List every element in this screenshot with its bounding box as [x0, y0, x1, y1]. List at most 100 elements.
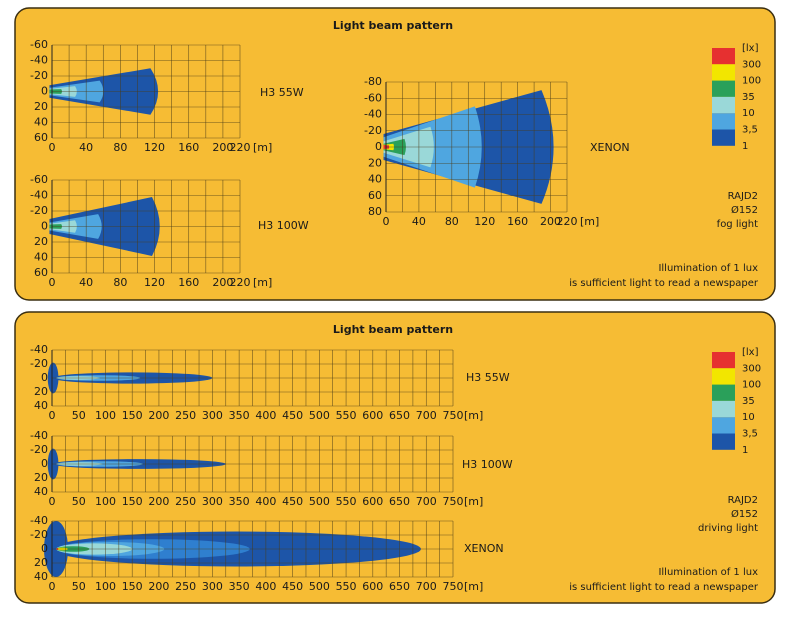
- legend-level: 300: [742, 59, 761, 70]
- x-tick-label: 200: [540, 215, 561, 228]
- x-tick-label: 200: [148, 409, 169, 422]
- x-tick-label: 500: [309, 409, 330, 422]
- x-tick-label: 50: [72, 495, 86, 508]
- x-tick-label: 500: [309, 580, 330, 593]
- x-tick-label: 150: [122, 495, 143, 508]
- x-tick-label: 40: [412, 215, 426, 228]
- x-tick-label: 550: [336, 409, 357, 422]
- x-tick-label: 600: [362, 495, 383, 508]
- y-tick-label: -60: [30, 173, 48, 186]
- x-tick-label: 350: [229, 495, 250, 508]
- x-unit: [m]: [464, 409, 483, 422]
- legend-level: 1: [742, 445, 748, 456]
- x-tick-label: 80: [113, 276, 127, 289]
- spec-text: RAJD2: [728, 191, 758, 202]
- x-tick-label: 0: [49, 276, 56, 289]
- y-tick-label: 40: [34, 399, 48, 412]
- x-tick-label: 100: [95, 580, 116, 593]
- spec-text: RAJD2: [728, 495, 758, 506]
- x-tick-label: 100: [95, 409, 116, 422]
- y-tick-label: 40: [34, 570, 48, 583]
- x-tick-label: 0: [49, 580, 56, 593]
- spec-text: Ø152: [731, 204, 758, 216]
- note-text: Illumination of 1 lux: [658, 263, 758, 274]
- y-tick-label: -20: [30, 443, 48, 456]
- legend-level: 1: [742, 141, 748, 152]
- note-text: Illumination of 1 lux: [658, 567, 758, 578]
- x-tick-label: 40: [79, 141, 93, 154]
- legend-level: 35: [742, 92, 755, 103]
- x-tick-label: 750: [443, 580, 464, 593]
- x-tick-label: 450: [282, 580, 303, 593]
- y-tick-label: -40: [364, 108, 382, 121]
- x-tick-label: 0: [49, 495, 56, 508]
- x-tick-label: 250: [175, 580, 196, 593]
- x-tick-label: 80: [445, 215, 459, 228]
- legend-swatch: [712, 80, 735, 97]
- legend-swatch: [712, 129, 735, 146]
- x-tick-label: 220: [557, 215, 578, 228]
- y-tick-label: -40: [30, 189, 48, 202]
- legend-swatch: [712, 433, 735, 450]
- x-tick-label: 400: [255, 495, 276, 508]
- x-tick-label: 0: [49, 141, 56, 154]
- x-tick-label: 500: [309, 495, 330, 508]
- x-tick-label: 160: [507, 215, 528, 228]
- y-tick-label: 0: [41, 220, 48, 233]
- y-tick-label: -20: [30, 528, 48, 541]
- y-tick-label: 0: [41, 371, 48, 384]
- legend-level: 3,5: [742, 429, 758, 440]
- spec-text: fog light: [717, 219, 758, 230]
- x-tick-label: 250: [175, 495, 196, 508]
- legend-level: 10: [742, 412, 755, 423]
- x-tick-label: 350: [229, 580, 250, 593]
- y-tick-label: 0: [41, 457, 48, 470]
- x-tick-label: 220: [230, 276, 251, 289]
- y-tick-label: 20: [368, 156, 382, 169]
- y-tick-label: 20: [34, 556, 48, 569]
- y-tick-label: 40: [34, 485, 48, 498]
- x-unit: [m]: [580, 215, 599, 228]
- legend-swatch: [712, 368, 735, 385]
- x-tick-label: 160: [178, 276, 199, 289]
- x-tick-label: 550: [336, 580, 357, 593]
- x-tick-label: 40: [79, 276, 93, 289]
- panel-driving: [14, 311, 776, 604]
- legend-swatch: [712, 48, 735, 65]
- x-tick-label: 120: [474, 215, 495, 228]
- x-tick-label: 200: [148, 495, 169, 508]
- x-unit: [m]: [464, 495, 483, 508]
- x-tick-label: 350: [229, 409, 250, 422]
- y-tick-label: 0: [41, 542, 48, 555]
- x-tick-label: 650: [389, 409, 410, 422]
- y-tick-label: 40: [34, 116, 48, 129]
- x-tick-label: 700: [416, 495, 437, 508]
- x-tick-label: 750: [443, 495, 464, 508]
- y-tick-label: 60: [368, 189, 382, 202]
- y-tick-label: -20: [364, 124, 382, 137]
- x-tick-label: 300: [202, 495, 223, 508]
- x-tick-label: 300: [202, 409, 223, 422]
- x-tick-label: 0: [383, 215, 390, 228]
- legend-level: 300: [742, 363, 761, 374]
- y-tick-label: 60: [34, 266, 48, 279]
- legend-level: 100: [742, 76, 761, 87]
- x-tick-label: 200: [212, 276, 233, 289]
- legend-level: 35: [742, 396, 755, 407]
- y-tick-label: -40: [30, 54, 48, 67]
- legend-swatch: [712, 384, 735, 401]
- x-tick-label: 220: [230, 141, 251, 154]
- y-tick-label: -60: [30, 38, 48, 51]
- legend-swatch: [712, 417, 735, 434]
- x-tick-label: 50: [72, 409, 86, 422]
- legend-unit: [lx]: [742, 347, 759, 358]
- legend-swatch: [712, 64, 735, 81]
- x-tick-label: 550: [336, 495, 357, 508]
- x-tick-label: 0: [49, 409, 56, 422]
- note-text: is sufficient light to read a newspaper: [569, 582, 759, 593]
- y-tick-label: -20: [30, 357, 48, 370]
- x-tick-label: 150: [122, 580, 143, 593]
- x-tick-label: 600: [362, 580, 383, 593]
- x-tick-label: 300: [202, 580, 223, 593]
